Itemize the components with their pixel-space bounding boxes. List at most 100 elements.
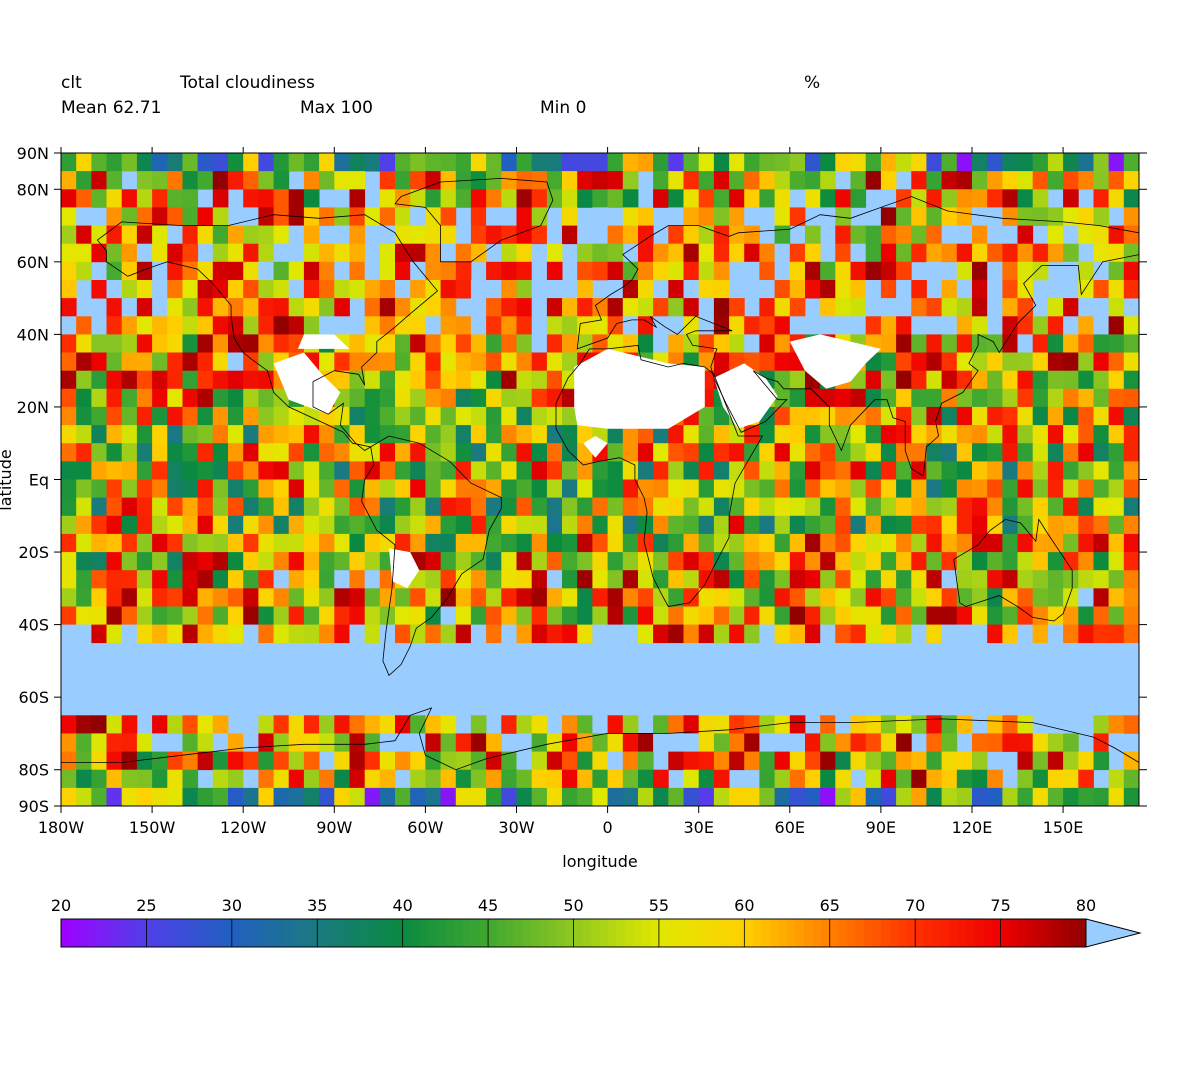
grid-cell bbox=[303, 479, 320, 498]
grid-cell bbox=[668, 261, 684, 281]
grid-cell bbox=[61, 280, 77, 299]
grid-cell bbox=[926, 751, 942, 771]
grid-cell bbox=[273, 153, 290, 172]
grid-cell bbox=[212, 751, 229, 771]
grid-cell bbox=[486, 388, 502, 408]
grid-cell bbox=[1078, 606, 1094, 625]
grid-cell bbox=[1017, 261, 1034, 281]
grid-cell bbox=[698, 751, 715, 771]
grid-cell bbox=[243, 425, 259, 444]
grid-cell bbox=[167, 533, 183, 553]
grid-cell bbox=[774, 588, 791, 607]
grid-cell bbox=[364, 715, 381, 734]
grid-cell bbox=[668, 243, 684, 263]
grid-cell bbox=[562, 552, 578, 571]
grid-cell bbox=[531, 370, 548, 390]
grid-cell bbox=[941, 479, 958, 498]
grid-cell bbox=[395, 153, 411, 172]
grid-cell bbox=[1123, 280, 1139, 299]
grid-cell bbox=[774, 298, 791, 317]
grid-cell bbox=[941, 570, 958, 589]
grid-cell bbox=[713, 280, 730, 299]
grid-cell bbox=[865, 443, 882, 462]
grid-cell bbox=[972, 443, 988, 462]
grid-cell bbox=[334, 570, 350, 589]
grid-cell bbox=[167, 515, 183, 535]
grid-cell bbox=[516, 443, 533, 462]
colorbar-over-arrow bbox=[1085, 918, 1142, 948]
grid-cell bbox=[820, 588, 836, 607]
grid-cell bbox=[76, 406, 92, 426]
grid-cell bbox=[136, 443, 153, 462]
grid-cell bbox=[896, 243, 912, 263]
grid-cell bbox=[288, 316, 305, 335]
grid-cell bbox=[167, 207, 183, 226]
grid-cell bbox=[820, 280, 836, 299]
grid-cell bbox=[1063, 388, 1079, 408]
grid-cell bbox=[61, 787, 77, 806]
grid-cell bbox=[531, 624, 548, 644]
grid-cell bbox=[197, 370, 214, 390]
grid-cell bbox=[319, 533, 335, 553]
grid-cell bbox=[197, 388, 214, 408]
grid-cell bbox=[729, 570, 745, 589]
grid-cell bbox=[288, 243, 305, 263]
colorbar-segment bbox=[385, 919, 395, 947]
grid-cell bbox=[182, 533, 199, 553]
grid-cell bbox=[956, 316, 973, 335]
grid-cell bbox=[546, 261, 563, 281]
grid-cell bbox=[668, 624, 684, 644]
grid-cell bbox=[759, 552, 775, 571]
grid-cell bbox=[167, 552, 183, 571]
grid-cell bbox=[516, 153, 533, 172]
grid-cell bbox=[820, 316, 836, 335]
colorbar-segment bbox=[359, 919, 369, 947]
grid-cell bbox=[1063, 207, 1079, 226]
grid-cell bbox=[501, 497, 517, 517]
grid-cell bbox=[1093, 171, 1110, 190]
grid-cell bbox=[1123, 207, 1139, 226]
grid-cell bbox=[577, 171, 593, 190]
grid-cell bbox=[956, 787, 973, 806]
grid-cell bbox=[622, 171, 639, 190]
grid-cell bbox=[501, 153, 517, 172]
grid-cell bbox=[987, 171, 1003, 190]
grid-cell bbox=[1017, 225, 1034, 245]
grid-cell bbox=[379, 171, 396, 190]
grid-cell bbox=[395, 388, 411, 408]
grid-cell bbox=[683, 751, 700, 771]
grid-cell bbox=[683, 552, 700, 571]
colorbar-segment bbox=[1034, 919, 1044, 947]
grid-cell bbox=[152, 334, 168, 353]
grid-cell bbox=[850, 388, 867, 408]
grid-cell bbox=[653, 153, 669, 172]
grid-cell bbox=[106, 606, 123, 625]
colorbar-segment bbox=[727, 919, 737, 947]
grid-cell bbox=[774, 261, 791, 281]
grid-cell bbox=[698, 425, 715, 444]
grid-cell bbox=[167, 298, 183, 317]
colorbar-tick-label: 45 bbox=[478, 896, 498, 915]
colorbar-segment bbox=[710, 919, 720, 947]
grid-cell bbox=[638, 787, 654, 806]
grid-cell bbox=[683, 316, 700, 335]
grid-cell bbox=[972, 352, 988, 371]
grid-cell bbox=[1017, 425, 1034, 444]
coastline bbox=[361, 435, 502, 677]
grid-cell bbox=[622, 515, 639, 535]
grid-cell bbox=[592, 588, 608, 607]
grid-cell bbox=[152, 497, 168, 517]
grid-cell bbox=[789, 153, 806, 172]
grid-cell bbox=[850, 733, 867, 752]
grid-cell bbox=[896, 298, 912, 317]
grid-cell bbox=[334, 606, 350, 625]
grid-cell bbox=[273, 207, 290, 226]
grid-cell bbox=[865, 570, 882, 589]
grid-cell bbox=[1063, 153, 1079, 172]
grid-cell bbox=[865, 153, 882, 172]
grid-cell bbox=[683, 624, 700, 644]
grid-cell bbox=[379, 207, 396, 226]
grid-cell bbox=[334, 225, 350, 245]
grid-cell bbox=[1032, 443, 1049, 462]
grid-cell bbox=[1047, 352, 1064, 371]
